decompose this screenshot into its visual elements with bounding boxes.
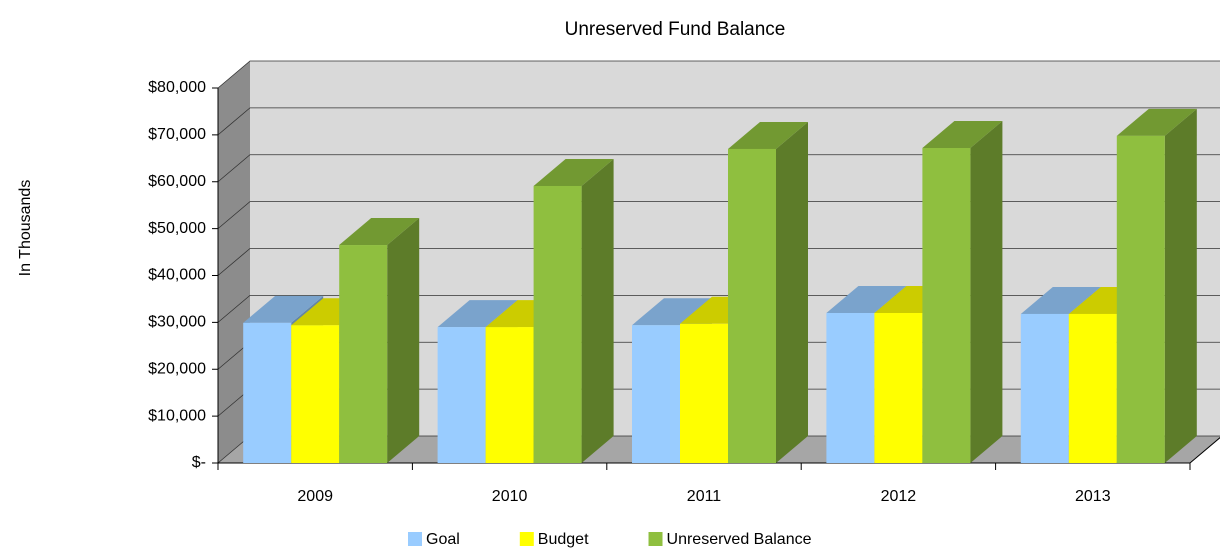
y-tick-label: $10,000 — [148, 407, 206, 424]
grid-line — [217, 60, 1220, 89]
x-tick-label: 2011 — [687, 488, 722, 505]
bar — [485, 327, 534, 463]
legend-swatch — [519, 532, 534, 546]
bar-top — [533, 158, 614, 186]
bar-top — [632, 298, 712, 326]
y-tick-label: $30,000 — [148, 314, 206, 331]
bar-top — [1116, 108, 1197, 136]
bar — [339, 245, 388, 463]
grid-line — [217, 248, 1220, 276]
bar-top — [1020, 286, 1101, 314]
bar — [874, 313, 923, 463]
x-tick-label: 2013 — [1075, 488, 1111, 505]
x-tick-label: 2009 — [297, 488, 333, 505]
bar-top — [922, 121, 1003, 148]
grid-line — [217, 201, 1220, 229]
x-tick-label: 2012 — [881, 488, 917, 505]
legend-label: Unreserved Balance — [667, 531, 812, 548]
bar-side — [970, 121, 1003, 463]
y-tick-label: $20,000 — [148, 360, 206, 377]
bar — [291, 325, 340, 463]
bar-top — [243, 295, 324, 323]
y-tick-label: $50,000 — [148, 220, 206, 237]
legend-swatch — [408, 532, 422, 546]
bar-top — [437, 300, 518, 328]
x-tick-label: 2010 — [492, 488, 528, 505]
y-tick-label: $60,000 — [148, 173, 206, 190]
bar — [1020, 313, 1069, 463]
bar-side — [1164, 108, 1197, 463]
bar — [533, 185, 582, 463]
bar-side — [776, 121, 808, 463]
bar — [243, 322, 292, 463]
bar — [1068, 313, 1117, 463]
bar — [826, 313, 875, 463]
x-axis-depth — [1189, 437, 1220, 464]
y-tick-label: $40,000 — [148, 267, 206, 284]
y-axis-label: In Thousands — [17, 180, 34, 277]
bar — [728, 148, 776, 463]
bar — [680, 323, 728, 463]
bar-top — [826, 286, 907, 313]
bar-top — [728, 121, 808, 149]
legend-label: Goal — [426, 531, 460, 548]
bar-side — [581, 158, 614, 463]
bar — [1116, 135, 1165, 463]
grid-line — [217, 154, 1220, 183]
bar-side — [387, 218, 420, 463]
y-tick-label: $70,000 — [148, 126, 206, 143]
y-tick-label: $- — [192, 454, 206, 471]
legend-swatch — [648, 532, 663, 546]
chart-title: Unreserved Fund Balance — [565, 19, 786, 40]
y-tick-label: $80,000 — [148, 79, 206, 96]
bar — [922, 148, 971, 463]
bar-top — [339, 218, 420, 246]
legend-label: Budget — [538, 531, 589, 548]
grid-line — [217, 107, 1220, 136]
bar — [437, 327, 486, 463]
bar — [632, 325, 680, 463]
